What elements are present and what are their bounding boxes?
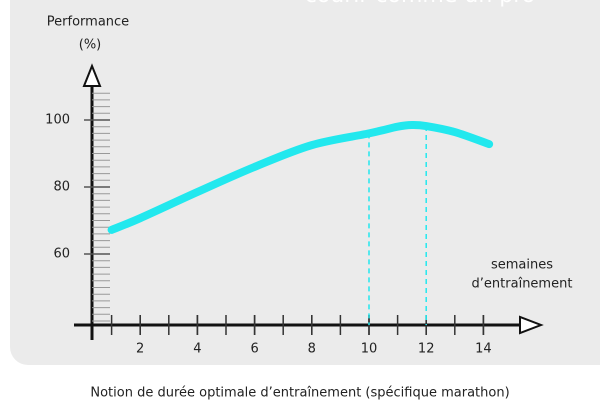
x-tick-label: 6 [250, 342, 258, 357]
caption: Notion de durée optimale d’entraînement … [90, 386, 509, 400]
performance-line [107, 120, 494, 234]
y-tick-label: 100 [45, 113, 70, 128]
x-axis-label: semaines [491, 258, 553, 273]
x-axis-label: d’entraînement [472, 277, 573, 292]
x-tick-label: 2 [136, 342, 144, 357]
panel [10, 0, 600, 365]
x-tick-label: 8 [308, 342, 316, 357]
x-arrow [519, 315, 544, 335]
y-tick-label: 60 [53, 247, 70, 262]
header: courir comme un pro [305, 0, 536, 8]
y-axis-label: Performance [47, 15, 129, 30]
x-tick-label: 12 [418, 342, 435, 357]
y-tick-label: 80 [53, 180, 70, 195]
y-arrow [82, 63, 102, 87]
x-tick-label: 4 [193, 342, 201, 357]
x-tick-label: 14 [475, 342, 492, 357]
y-axis-label: (%) [79, 38, 102, 53]
x-tick-label: 10 [361, 342, 378, 357]
